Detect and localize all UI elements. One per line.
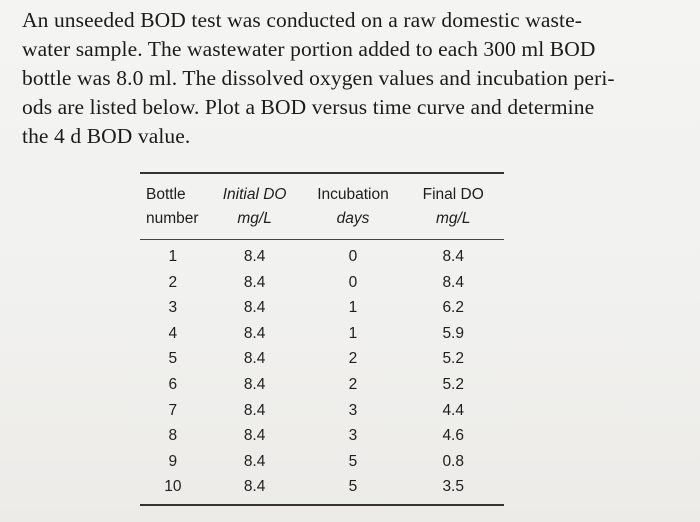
cell-bottle: 5 xyxy=(168,350,178,368)
problem-line: bottle was 8.0 ml. The dissolved oxygen … xyxy=(22,66,615,90)
cell-initial-do: 8.4 xyxy=(243,324,266,342)
cell-final-do: 3.5 xyxy=(402,474,504,506)
cell-days: 5 xyxy=(303,474,403,506)
header-incubation: Incubation xyxy=(317,186,389,203)
cell-final-do: 5.2 xyxy=(442,375,464,393)
cell-days: 5 xyxy=(348,452,358,470)
cell-final-do: 4.4 xyxy=(442,401,464,419)
problem-line: An unseeded BOD test was conducted on a … xyxy=(22,8,582,32)
header-number: number xyxy=(140,207,206,240)
cell-days: 2 xyxy=(348,350,358,368)
cell-bottle: 3 xyxy=(168,299,178,317)
cell-initial-do: 8.4 xyxy=(243,350,266,368)
cell-bottle: 4 xyxy=(168,324,178,342)
cell-bottle: 8 xyxy=(168,427,178,445)
table-row: 7 8.4 3 4.4 xyxy=(140,398,504,424)
cell-initial-do: 8.4 xyxy=(243,401,266,419)
problem-line: the 4 d BOD value. xyxy=(22,124,191,148)
cell-final-do: 5.9 xyxy=(442,324,464,342)
table-row: 5 8.4 2 5.2 xyxy=(140,346,504,372)
cell-initial-do: 8.4 xyxy=(243,299,266,317)
bod-data-table: Bottle Initial DO Incubation Final DO nu… xyxy=(140,172,504,506)
cell-days: 3 xyxy=(348,427,358,445)
cell-days: 1 xyxy=(348,324,358,342)
table-row: 6 8.4 2 5.2 xyxy=(140,372,504,398)
table-body: 1 8.4 0 8.4 2 8.4 0 8.4 3 8.4 1 6.2 4 8.… xyxy=(140,240,504,506)
cell-final-do: 0.8 xyxy=(442,452,464,470)
cell-initial-do: 8.4 xyxy=(243,248,266,265)
header-initial-do: Initial DO xyxy=(222,186,287,203)
cell-final-do: 5.2 xyxy=(442,350,464,368)
table-row: 4 8.4 1 5.9 xyxy=(140,321,504,347)
cell-initial-do: 8.4 xyxy=(243,375,266,393)
cell-bottle: 6 xyxy=(168,375,178,393)
table-row: 8 8.4 3 4.6 xyxy=(140,423,504,449)
table-row: 1 8.4 0 8.4 xyxy=(140,240,504,270)
cell-days: 3 xyxy=(348,401,358,419)
cell-initial-do: 8.4 xyxy=(243,427,266,445)
cell-initial-do: 8.4 xyxy=(243,452,266,470)
header-final-do-unit: mg/L xyxy=(402,207,504,240)
cell-final-do: 6.2 xyxy=(442,299,464,317)
cell-days: 1 xyxy=(348,299,358,317)
header-initial-do-unit: mg/L xyxy=(205,207,304,240)
cell-final-do: 8.4 xyxy=(442,248,464,265)
cell-bottle: 1 xyxy=(168,248,178,265)
cell-bottle: 2 xyxy=(168,273,178,291)
header-row-bottom: number mg/L days mg/L xyxy=(140,207,504,240)
cell-days: 0 xyxy=(348,248,358,265)
data-table: Bottle Initial DO Incubation Final DO nu… xyxy=(140,172,504,506)
header-bottle: Bottle xyxy=(146,186,186,203)
table-row: 3 8.4 1 6.2 xyxy=(140,295,504,321)
problem-line: water sample. The wastewater portion add… xyxy=(22,37,596,61)
table-row: 2 8.4 0 8.4 xyxy=(140,270,504,296)
problem-statement: An unseeded BOD test was conducted on a … xyxy=(22,6,682,151)
cell-final-do: 8.4 xyxy=(442,273,464,291)
table-row: 10 8.4 5 3.5 xyxy=(140,474,504,506)
problem-line: ods are listed below. Plot a BOD versus … xyxy=(22,95,595,119)
cell-final-do: 4.6 xyxy=(442,427,464,445)
header-days: days xyxy=(303,207,403,240)
header-final-do: Final DO xyxy=(422,186,484,203)
cell-bottle: 7 xyxy=(168,401,178,419)
header-row-top: Bottle Initial DO Incubation Final DO xyxy=(140,174,504,207)
table-row: 9 8.4 5 0.8 xyxy=(140,449,504,475)
cell-days: 0 xyxy=(348,273,358,291)
cell-bottle: 10 xyxy=(140,474,206,506)
cell-bottle: 9 xyxy=(168,452,178,470)
cell-initial-do: 8.4 xyxy=(205,474,304,506)
cell-days: 2 xyxy=(348,375,358,393)
cell-initial-do: 8.4 xyxy=(243,273,266,291)
